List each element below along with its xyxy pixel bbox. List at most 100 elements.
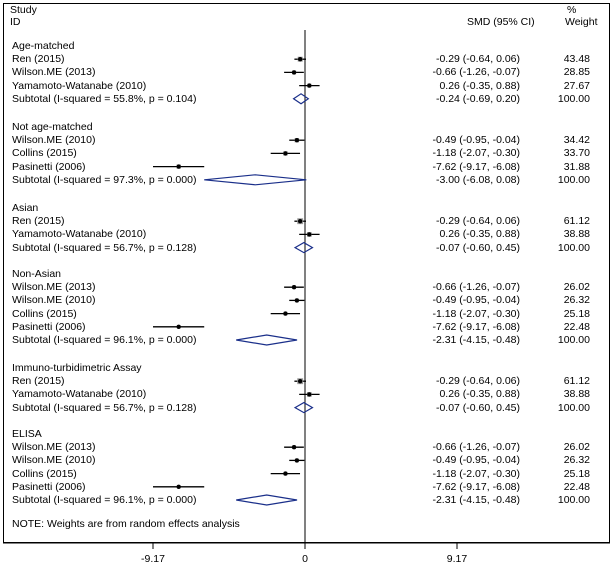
point-estimate <box>291 285 297 290</box>
study-ci: -0.66 (-1.26, -0.07) <box>432 281 520 294</box>
study-ci: -0.49 (-0.95, -0.04) <box>432 294 520 307</box>
study-weight: 22.48 <box>563 320 590 333</box>
header-smd: SMD (95% CI) <box>467 16 535 28</box>
subtotal-label: Subtotal (I-squared = 96.1%, p = 0.000) <box>12 494 197 506</box>
study-ci: 0.26 (-0.35, 0.88) <box>439 79 520 92</box>
study-weight: 26.32 <box>563 294 590 307</box>
subtotal-weight: 100.00 <box>557 241 590 254</box>
point-estimate <box>297 219 303 224</box>
study-weight: 22.48 <box>563 480 590 493</box>
study-label: Wilson.ME (2013) <box>12 66 96 79</box>
pooled-diamond <box>204 174 307 186</box>
study-label: Wilson.ME (2010) <box>12 454 96 467</box>
study-label: Ren (2015) <box>12 375 65 388</box>
study-label: Wilson.ME (2010) <box>12 134 96 147</box>
study-ci: -0.49 (-0.95, -0.04) <box>432 454 520 467</box>
study-label: Wilson.ME (2013) <box>12 281 96 294</box>
pooled-diamond <box>292 93 310 105</box>
point-estimate <box>283 471 288 476</box>
subtotal-weight: 100.00 <box>557 401 590 414</box>
point-estimate <box>176 164 181 169</box>
study-weight: 28.85 <box>563 66 590 79</box>
study-label: Pasinetti (2006) <box>12 320 86 333</box>
point-estimate <box>307 392 312 397</box>
group-title: Not age-matched <box>12 121 93 133</box>
point-estimate <box>283 151 288 156</box>
subtotal-weight: 100.00 <box>557 92 590 105</box>
study-ci: -7.62 (-9.17, -6.08) <box>432 160 520 173</box>
study-ci: 0.26 (-0.35, 0.88) <box>439 388 520 401</box>
study-weight: 38.88 <box>563 228 590 241</box>
study-label: Collins (2015) <box>12 147 77 160</box>
study-weight: 61.12 <box>563 375 590 388</box>
study-ci: -1.18 (-2.07, -0.30) <box>432 307 520 320</box>
study-label: Yamamoto-Watanabe (2010) <box>12 228 147 241</box>
study-label: Yamamoto-Watanabe (2010) <box>12 79 147 92</box>
subtotal-weight: 100.00 <box>557 334 590 346</box>
subtotal-label: Subtotal (I-squared = 97.3%, p = 0.000) <box>12 173 197 186</box>
study-weight: 26.02 <box>563 441 590 454</box>
note-text: NOTE: Weights are from random effects an… <box>12 518 240 530</box>
pooled-diamond <box>236 494 298 506</box>
subtotal-ci: -0.07 (-0.60, 0.45) <box>435 241 520 254</box>
study-weight: 34.42 <box>563 134 590 147</box>
study-label: Wilson.ME (2010) <box>12 294 96 307</box>
study-weight: 31.88 <box>563 160 590 173</box>
tick-label: 0 <box>302 553 308 565</box>
point-estimate <box>283 311 288 316</box>
study-label: Yamamoto-Watanabe (2010) <box>12 388 147 401</box>
subtotal-ci: -0.24 (-0.69, 0.20) <box>435 92 520 105</box>
study-ci: -0.29 (-0.64, 0.06) <box>435 375 520 388</box>
subtotal-weight: 100.00 <box>557 494 590 506</box>
header-study: Study <box>10 4 37 16</box>
point-estimate <box>297 379 303 384</box>
study-label: Ren (2015) <box>12 53 65 66</box>
study-label: Pasinetti (2006) <box>12 480 86 493</box>
study-label: Pasinetti (2006) <box>12 160 86 173</box>
study-weight: 33.70 <box>563 147 590 160</box>
subtotal-ci: -2.31 (-4.15, -0.48) <box>432 494 520 506</box>
point-estimate <box>297 57 303 62</box>
study-ci: 0.26 (-0.35, 0.88) <box>439 228 520 241</box>
point-estimate <box>294 298 300 303</box>
study-label: Ren (2015) <box>12 215 65 228</box>
study-label: Collins (2015) <box>12 307 77 320</box>
subtotal-weight: 100.00 <box>557 173 590 186</box>
pooled-diamond <box>293 241 314 254</box>
study-ci: -0.29 (-0.64, 0.06) <box>435 215 520 228</box>
point-estimate <box>307 83 312 88</box>
study-weight: 25.18 <box>563 467 590 480</box>
subtotal-label: Subtotal (I-squared = 56.7%, p = 0.128) <box>12 241 197 254</box>
study-ci: -7.62 (-9.17, -6.08) <box>432 480 520 493</box>
study-ci: -0.66 (-1.26, -0.07) <box>432 441 520 454</box>
point-estimate <box>294 138 300 143</box>
point-estimate <box>176 484 181 489</box>
subtotal-label: Subtotal (I-squared = 55.8%, p = 0.104) <box>12 92 197 105</box>
subtotal-ci: -0.07 (-0.60, 0.45) <box>435 401 520 414</box>
study-weight: 38.88 <box>563 388 590 401</box>
subtotal-ci: -3.00 (-6.08, 0.08) <box>435 173 520 186</box>
tick-label: -9.17 <box>141 553 165 565</box>
point-estimate <box>176 324 181 329</box>
subtotal-ci: -2.31 (-4.15, -0.48) <box>432 334 520 346</box>
point-estimate <box>307 232 312 237</box>
group-title: Immuno-turbidimetric Assay <box>12 362 142 374</box>
header-id: ID <box>10 16 21 28</box>
pooled-diamond <box>293 401 314 414</box>
point-estimate <box>291 445 297 450</box>
study-ci: -1.18 (-2.07, -0.30) <box>432 467 520 480</box>
study-ci: -7.62 (-9.17, -6.08) <box>432 320 520 333</box>
point-estimate <box>294 458 300 463</box>
subtotal-label: Subtotal (I-squared = 96.1%, p = 0.000) <box>12 334 197 346</box>
group-title: Asian <box>12 202 39 214</box>
tick-label: 9.17 <box>446 553 468 565</box>
study-weight: 26.02 <box>563 281 590 294</box>
study-weight: 25.18 <box>563 307 590 320</box>
study-ci: -0.49 (-0.95, -0.04) <box>432 134 520 147</box>
header-weight: Weight <box>565 16 598 28</box>
group-title: Age-matched <box>12 40 75 52</box>
group-title: Non-Asian <box>12 268 62 280</box>
study-label: Wilson.ME (2013) <box>12 441 96 454</box>
point-estimate <box>291 70 297 75</box>
